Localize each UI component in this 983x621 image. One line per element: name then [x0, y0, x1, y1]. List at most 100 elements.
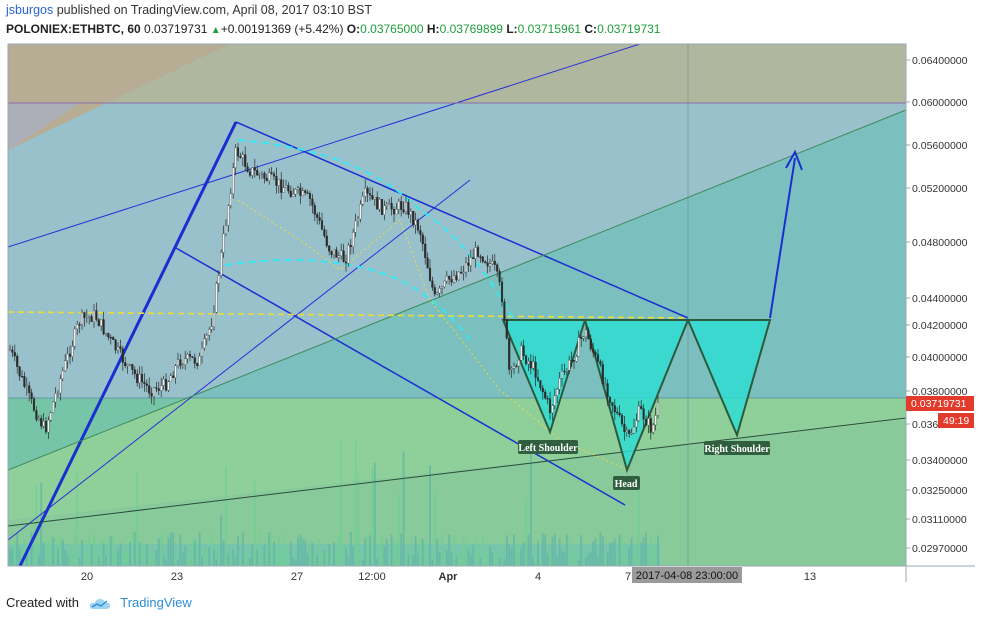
volume-bar — [645, 532, 647, 566]
candle-body — [373, 197, 376, 200]
candle-body — [332, 249, 336, 255]
candle-body — [196, 363, 199, 366]
author-link[interactable]: jsburgos — [6, 3, 54, 17]
candle-body — [500, 281, 504, 303]
pattern-labels: Left Shoulder Head Right Shoulder — [518, 440, 770, 490]
volume-bar — [501, 543, 503, 566]
volume-bar — [285, 546, 287, 566]
candle-body — [193, 357, 196, 364]
volume-bar — [448, 534, 451, 566]
candle-body — [642, 408, 645, 420]
candle-body — [527, 361, 530, 365]
impulse-leg-line — [18, 121, 238, 566]
volume-bar — [654, 542, 657, 566]
candle-body — [42, 421, 45, 427]
candle-body — [176, 359, 180, 366]
candle-body — [174, 365, 177, 378]
volume-bar — [414, 535, 417, 566]
last-price-badge-label: 0.03719731 — [911, 398, 967, 410]
volume-bar — [126, 544, 129, 566]
candle-body — [438, 288, 441, 294]
candle-body — [25, 385, 28, 387]
volume-bar — [253, 481, 256, 566]
candle-body — [313, 205, 316, 215]
volume-bar — [93, 533, 95, 566]
time-axis[interactable]: 20 23 27 12:00 Apr 4 7 13 — [81, 571, 816, 583]
volume-bar — [18, 547, 21, 566]
volume-bar — [628, 546, 631, 566]
volume-bar — [57, 549, 59, 566]
candle-body — [126, 364, 129, 366]
candle-body — [335, 249, 338, 258]
volume-bar — [162, 554, 165, 566]
volume-bar — [589, 552, 592, 566]
volume-bar — [309, 539, 311, 566]
candle-body — [143, 381, 146, 384]
volume-bar — [316, 554, 319, 566]
price-chart[interactable]: Left Shoulder Head Right Shoulder 0.0640… — [0, 0, 983, 595]
candle-body — [59, 378, 62, 394]
volume-bar — [652, 548, 655, 566]
volume-bar — [609, 542, 611, 566]
symbol-label[interactable]: POLONIEX:ETHBTC, 60 — [6, 22, 141, 36]
volume-bar — [469, 555, 472, 566]
volume-bar — [42, 542, 45, 566]
candle-body — [553, 395, 556, 406]
price-axis-label: 0.04200000 — [912, 320, 968, 332]
candle-body — [11, 349, 14, 353]
volume-bar — [76, 472, 79, 566]
volume-bar — [604, 556, 607, 566]
candle-body — [407, 201, 410, 215]
candle-body — [443, 280, 446, 288]
volume-bar — [585, 557, 587, 566]
candle-body — [522, 345, 525, 357]
candle-body — [140, 374, 144, 383]
price-axis[interactable]: 0.06400000 0.06000000 0.05600000 0.05200000… — [906, 55, 968, 555]
candle-body — [301, 190, 304, 196]
volume-bar — [388, 557, 391, 566]
candle-body — [13, 352, 16, 357]
tradingview-link[interactable]: TradingView — [120, 595, 192, 610]
volume-bar — [479, 557, 482, 566]
volume-bar — [426, 558, 429, 566]
cyan-arc-lower — [224, 259, 471, 341]
volume-bar — [52, 537, 55, 566]
candle-body — [76, 324, 79, 330]
candle-body — [18, 366, 21, 377]
candle-body — [292, 193, 295, 197]
candle-body — [306, 192, 309, 194]
volume-bar — [580, 534, 583, 566]
volume-bar — [597, 557, 599, 566]
candle-body — [320, 220, 324, 230]
candle-body — [644, 419, 648, 426]
candle-body — [224, 225, 228, 234]
volume-bar — [529, 452, 532, 566]
volume-bar — [563, 553, 566, 566]
candle-body — [546, 398, 549, 400]
candle-body — [397, 201, 400, 210]
price-axis-label: 0.03110000 — [912, 514, 967, 526]
volume-bar — [553, 534, 556, 566]
candle-body — [304, 190, 307, 193]
volume-bar — [424, 539, 427, 566]
volume-bar — [121, 547, 124, 566]
time-axis-label: Apr — [439, 571, 459, 583]
volume-bar — [544, 534, 547, 566]
volume-bar — [465, 539, 467, 566]
candle-body — [97, 319, 100, 327]
candle-body — [575, 356, 578, 362]
candle-body — [618, 412, 621, 416]
candle-body — [390, 203, 393, 210]
left-shoulder-label: Left Shoulder — [518, 443, 578, 454]
volume-bar — [582, 547, 585, 566]
volume-bar — [525, 499, 527, 566]
volume-bar — [417, 553, 419, 566]
candle-body — [366, 188, 369, 194]
candle-body — [532, 361, 535, 369]
volume-bar — [637, 491, 640, 566]
candle-body — [160, 385, 163, 391]
right-shoulder-label-bg — [704, 441, 770, 455]
volume-bar — [172, 532, 175, 566]
volume-bar — [349, 532, 352, 566]
candle-body — [131, 364, 134, 370]
